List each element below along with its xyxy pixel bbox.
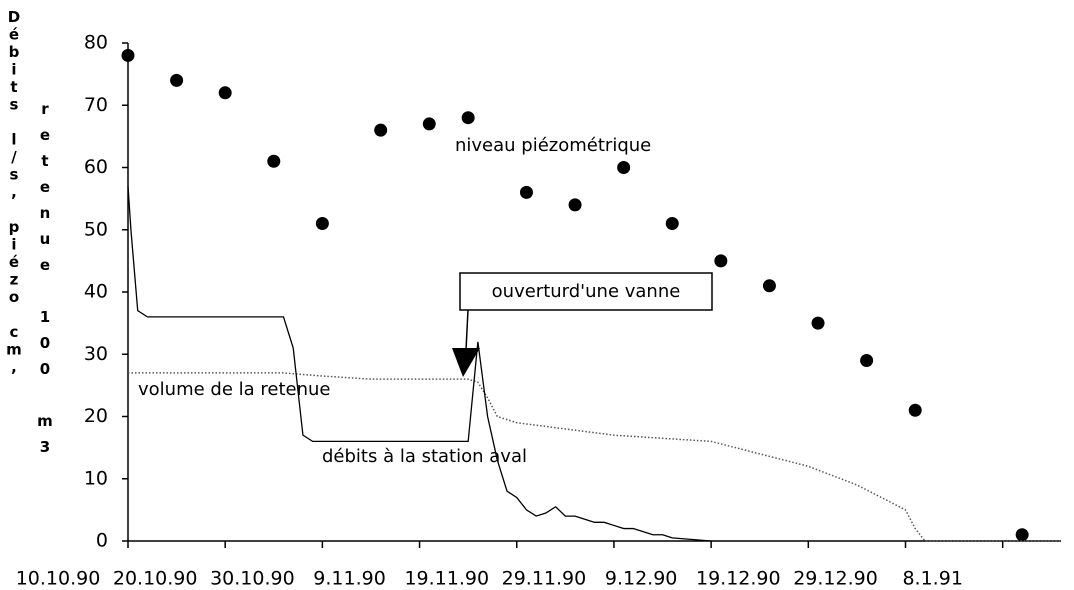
marker — [860, 353, 874, 367]
y-tick-label: 80 — [84, 32, 108, 54]
series-label: volume de la retenue — [138, 379, 330, 400]
marker — [422, 117, 436, 131]
series-label: débits à la station aval — [322, 446, 527, 467]
y-tick-label: 70 — [84, 94, 108, 116]
marker — [519, 185, 533, 199]
y-axis-title-2: retenue 100 m3 — [36, 100, 54, 464]
y-tick-label: 20 — [84, 405, 108, 427]
annotation-arrow — [465, 309, 469, 351]
annotation-box — [459, 272, 713, 311]
series-label: niveau piézométrique — [455, 135, 651, 156]
marker — [121, 48, 135, 62]
marker — [568, 198, 582, 212]
marker — [714, 254, 728, 268]
marker — [665, 217, 679, 231]
marker — [374, 123, 388, 137]
y-tick-label: 60 — [84, 156, 108, 178]
line — [127, 186, 712, 542]
y-tick-label: 40 — [84, 281, 108, 303]
annotation-arrowhead — [452, 348, 480, 377]
marker — [461, 111, 475, 125]
marker — [267, 154, 281, 168]
marker — [1015, 528, 1029, 542]
y-axis-title: Débits l/s, piézo cm, — [5, 8, 23, 376]
marker — [762, 279, 776, 293]
line — [128, 372, 1061, 542]
y-tick-label: 10 — [84, 467, 108, 489]
x-tick-label: 10.10.90 — [16, 568, 101, 590]
y-tick-label: 50 — [84, 218, 108, 240]
y-tick-label: 0 — [96, 530, 108, 552]
marker — [170, 73, 184, 87]
marker — [617, 161, 631, 174]
marker — [811, 316, 825, 330]
annotation: ouverturd'une vanne — [492, 281, 681, 302]
x-tick-label: 30.10.90 — [210, 568, 295, 590]
x-tick-label: 19.11.90 — [404, 568, 489, 590]
x-tick-label: 29.12.90 — [793, 568, 878, 590]
marker — [218, 86, 232, 100]
x-tick-label: 29.11.90 — [502, 568, 587, 590]
marker — [315, 217, 329, 231]
x-tick-label: 20.10.90 — [113, 568, 198, 590]
y-tick-label: 30 — [84, 343, 108, 365]
x-tick-label: 19.12.90 — [696, 568, 781, 590]
x-tick-label: 9.12.90 — [605, 568, 678, 590]
x-tick-label: 9.11.90 — [313, 568, 386, 590]
x-tick-label: 8.1.91 — [902, 568, 962, 590]
marker — [908, 403, 922, 417]
